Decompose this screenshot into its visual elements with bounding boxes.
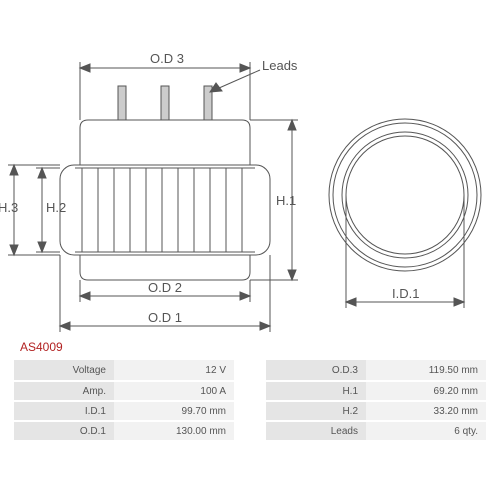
- spec-value: 119.50 mm: [366, 360, 486, 380]
- spec-value: 130.00 mm: [114, 420, 234, 440]
- spec-label: Amp.: [14, 380, 114, 400]
- label-od2: O.D 2: [148, 280, 182, 295]
- part-number: AS4009: [20, 340, 63, 354]
- label-od3: O.D 3: [150, 51, 184, 66]
- label-h3: H.3: [0, 200, 18, 215]
- spec-value: 33.20 mm: [366, 400, 486, 420]
- spec-label: Leads: [266, 420, 366, 440]
- spec-label: H.2: [266, 400, 366, 420]
- label-leads: Leads: [262, 58, 298, 73]
- spec-label: Voltage: [14, 360, 114, 380]
- table-row: I.D.1 99.70 mm H.2 33.20 mm: [14, 400, 486, 420]
- label-od1: O.D 1: [148, 310, 182, 325]
- label-h2: H.2: [46, 200, 66, 215]
- table-row: Amp. 100 A H.1 69.20 mm: [14, 380, 486, 400]
- spec-value: 69.20 mm: [366, 380, 486, 400]
- spec-value: 6 qty.: [366, 420, 486, 440]
- spec-value: 100 A: [114, 380, 234, 400]
- spec-value: 99.70 mm: [114, 400, 234, 420]
- spec-label: O.D.3: [266, 360, 366, 380]
- spec-table: Voltage 12 V O.D.3 119.50 mm Amp. 100 A …: [14, 360, 486, 440]
- label-h1: H.1: [276, 193, 296, 208]
- spec-label: I.D.1: [14, 400, 114, 420]
- spec-value: 12 V: [114, 360, 234, 380]
- spec-label: O.D.1: [14, 420, 114, 440]
- table-row: O.D.1 130.00 mm Leads 6 qty.: [14, 420, 486, 440]
- technical-diagram: O.D 3 Leads H.1 H.2 H.3 O.D 2 O.D 1 I.D.…: [0, 20, 500, 340]
- label-id1: I.D.1: [392, 286, 419, 301]
- table-row: Voltage 12 V O.D.3 119.50 mm: [14, 360, 486, 380]
- spec-label: H.1: [266, 380, 366, 400]
